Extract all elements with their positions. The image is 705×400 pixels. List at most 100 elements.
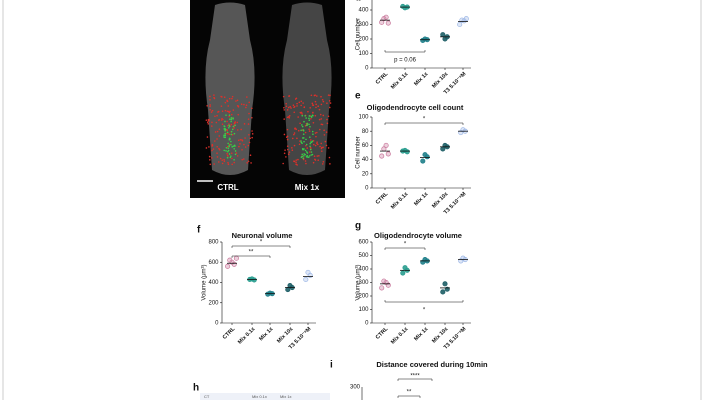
- cell-signal: [233, 132, 236, 135]
- y-axis-label: Volume (μm³): [202, 264, 208, 300]
- panel-letter: e: [355, 91, 361, 102]
- data-point: [383, 142, 389, 148]
- y-tick-label: 60: [362, 143, 369, 149]
- data-point: [379, 153, 385, 159]
- data-point: [385, 20, 391, 26]
- cell-signal: [301, 124, 303, 126]
- cell-signal: [299, 122, 301, 125]
- cell-signal: [300, 129, 302, 132]
- cell-signal: [318, 118, 321, 121]
- cell-signal: [314, 100, 317, 103]
- cell-signal: [286, 148, 289, 151]
- y-tick-label: 80: [362, 129, 369, 135]
- cell-signal: [283, 106, 285, 109]
- cell-signal: [301, 125, 304, 128]
- cell-signal: [247, 123, 250, 125]
- x-tick-label: Mix 1x: [413, 71, 430, 88]
- cell-signal: [233, 147, 235, 150]
- cell-signal: [248, 101, 251, 104]
- x-tick-label: Mix 1x: [413, 326, 430, 343]
- cell-signal: [316, 141, 318, 143]
- x-tick-label: CTRL: [375, 71, 390, 86]
- cell-signal: [305, 138, 307, 141]
- cell-signal: [228, 153, 231, 155]
- panel-letter: i: [330, 360, 333, 371]
- cell-signal: [295, 159, 298, 161]
- cell-signal: [307, 110, 309, 113]
- cell-signal: [305, 144, 307, 147]
- cell-signal: [228, 114, 231, 116]
- cell-signal: [308, 155, 311, 157]
- cell-signal: [215, 121, 218, 124]
- panel-letter: d: [355, 0, 361, 4]
- cell-signal: [302, 129, 305, 131]
- y-tick-label: 0: [365, 66, 369, 72]
- cell-signal: [311, 130, 314, 133]
- cell-signal: [231, 95, 234, 98]
- cell-signal: [216, 152, 218, 154]
- cell-signal: [211, 143, 214, 146]
- data-point: [440, 289, 446, 295]
- cell-signal: [241, 139, 243, 141]
- data-point: [251, 277, 257, 283]
- brain-images: [205, 2, 332, 175]
- y-tick-label: 600: [358, 240, 369, 246]
- cell-signal: [247, 144, 250, 147]
- cell-signal: [290, 107, 292, 109]
- cell-signal: [328, 156, 331, 159]
- cell-signal: [313, 155, 316, 157]
- cell-signal: [227, 132, 229, 135]
- cell-signal: [226, 152, 228, 155]
- y-axis-label: Cell number: [356, 136, 362, 168]
- cell-signal: [226, 154, 229, 157]
- cell-signal: [317, 105, 319, 108]
- cell-signal: [226, 128, 228, 131]
- cell-signal: [308, 119, 311, 122]
- cell-signal: [218, 135, 221, 137]
- chart-title: Oligodendrocyte cell count: [367, 103, 464, 112]
- y-tick-label: 600: [208, 260, 219, 266]
- cell-signal: [327, 147, 330, 149]
- y-tick-label: 100: [358, 115, 369, 121]
- cell-signal: [218, 118, 221, 121]
- cell-signal: [302, 148, 304, 151]
- x-tick-label: Mix 1x: [258, 326, 275, 343]
- cell-signal: [251, 133, 254, 135]
- cell-signal: [225, 146, 228, 149]
- cell-signal: [322, 100, 325, 103]
- cell-signal: [321, 123, 324, 126]
- cell-signal: [288, 114, 291, 117]
- cell-signal: [304, 131, 307, 134]
- cell-signal: [295, 163, 297, 165]
- cell-signal: [314, 144, 317, 147]
- cell-signal: [328, 106, 331, 109]
- cell-signal: [323, 134, 326, 136]
- cell-signal: [239, 138, 242, 141]
- data-point: [383, 14, 389, 20]
- cell-signal: [296, 105, 298, 107]
- cell-signal: [241, 148, 243, 151]
- cell-signal: [206, 105, 208, 107]
- cell-signal: [228, 97, 231, 100]
- cell-signal: [223, 136, 226, 139]
- cell-signal: [313, 143, 315, 146]
- cell-signal: [300, 141, 303, 144]
- cell-signal: [231, 163, 233, 166]
- cell-signal: [228, 133, 231, 136]
- cell-signal: [210, 111, 213, 113]
- cell-signal: [206, 121, 209, 124]
- cell-signal: [310, 154, 313, 156]
- cell-signal: [224, 134, 226, 136]
- cell-signal: [206, 136, 209, 138]
- cell-signal: [317, 143, 319, 146]
- cell-signal: [311, 102, 314, 105]
- chart-title: Neuronal volume: [232, 231, 293, 240]
- cell-signal: [244, 146, 247, 148]
- cell-signal: [221, 117, 223, 120]
- x-tick-label: Mix 0.1x: [390, 326, 410, 346]
- cell-signal: [228, 111, 231, 114]
- cell-signal: [241, 158, 243, 161]
- cell-signal: [316, 131, 318, 134]
- cell-signal: [224, 120, 226, 123]
- cell-signal: [298, 143, 301, 146]
